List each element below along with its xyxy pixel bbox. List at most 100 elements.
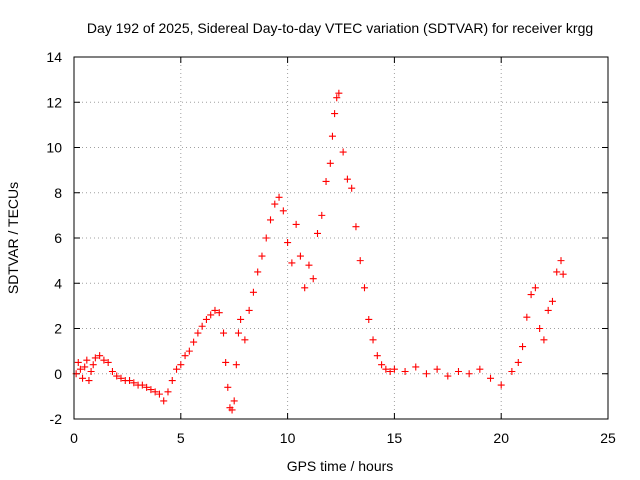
data-point — [373, 352, 381, 360]
data-point — [296, 252, 304, 260]
chart-title: Day 192 of 2025, Sidereal Day-to-day VTE… — [87, 20, 593, 36]
y-tick-label: 2 — [54, 321, 62, 337]
data-point — [151, 388, 159, 396]
data-point — [279, 207, 287, 215]
data-point — [198, 322, 206, 330]
data-point — [190, 338, 198, 346]
data-point — [390, 365, 398, 373]
data-point — [497, 381, 505, 389]
data-point — [194, 329, 202, 337]
y-tick-label: 4 — [54, 275, 62, 291]
data-point — [557, 257, 565, 265]
data-point — [343, 175, 351, 183]
data-point — [100, 356, 108, 364]
data-point — [335, 89, 343, 97]
data-point — [117, 374, 125, 382]
data-point — [352, 223, 360, 231]
data-point — [382, 365, 390, 373]
data-point — [412, 363, 420, 371]
y-axis-label: SDTVAR / TECUs — [5, 182, 21, 294]
data-point — [215, 309, 223, 317]
data-point — [378, 361, 386, 369]
data-point — [91, 354, 99, 362]
data-point — [177, 361, 185, 369]
data-point — [318, 211, 326, 219]
data-point — [540, 336, 548, 344]
data-point — [237, 315, 245, 323]
data-point — [181, 352, 189, 360]
data-point — [138, 381, 146, 389]
data-point — [422, 370, 430, 378]
y-tick-label: -2 — [50, 411, 63, 427]
data-point — [160, 397, 168, 405]
data-point — [536, 325, 544, 332]
data-series — [72, 89, 567, 414]
x-axis-label: GPS time / hours — [287, 458, 394, 474]
data-point — [245, 306, 253, 314]
x-tick-labels: 0 5 10 15 20 25 — [70, 430, 616, 446]
data-point — [292, 220, 300, 228]
data-point — [224, 383, 232, 391]
y-tick-label: 14 — [46, 49, 62, 65]
data-point — [365, 315, 373, 323]
data-point — [164, 388, 172, 396]
data-point — [228, 406, 236, 414]
data-point — [147, 386, 155, 394]
y-tick-label: 0 — [54, 366, 62, 382]
data-point — [126, 377, 134, 385]
data-point — [185, 347, 193, 355]
data-point — [369, 336, 377, 344]
data-point — [275, 193, 283, 201]
data-point — [155, 390, 163, 398]
data-point — [211, 306, 219, 314]
data-point — [326, 159, 334, 167]
data-point — [309, 275, 317, 283]
data-point — [559, 270, 567, 278]
data-point — [89, 361, 97, 369]
data-point — [386, 367, 394, 375]
data-point — [487, 374, 495, 382]
x-tick-label: 0 — [70, 430, 78, 446]
grid — [74, 57, 608, 419]
data-point — [454, 367, 462, 375]
data-point — [519, 343, 527, 351]
data-point — [271, 200, 279, 208]
data-point — [331, 110, 339, 118]
x-tick-label: 5 — [177, 430, 185, 446]
data-point — [168, 377, 176, 385]
data-point — [108, 367, 116, 375]
data-point — [514, 358, 522, 366]
data-point — [143, 383, 151, 391]
data-point — [360, 284, 368, 292]
data-point — [322, 177, 330, 185]
data-point — [74, 358, 82, 366]
data-point — [548, 297, 556, 305]
data-point — [288, 259, 296, 267]
data-point — [207, 311, 215, 319]
data-point — [254, 268, 262, 276]
data-point — [267, 216, 275, 224]
data-point — [202, 315, 210, 323]
y-tick-label: 12 — [46, 94, 62, 110]
data-point — [234, 329, 242, 337]
data-point — [113, 372, 121, 380]
data-point — [301, 284, 309, 292]
data-point — [333, 94, 341, 102]
data-point — [130, 379, 138, 387]
x-tick-label: 20 — [493, 430, 509, 446]
data-point — [284, 239, 292, 247]
data-point — [433, 365, 441, 373]
y-tick-label: 6 — [54, 230, 62, 246]
data-point — [104, 358, 112, 366]
data-point — [348, 184, 356, 192]
data-point — [173, 365, 181, 373]
data-point — [79, 374, 87, 382]
data-point — [356, 257, 364, 265]
data-point — [232, 361, 240, 369]
data-point — [531, 284, 539, 292]
data-point — [508, 367, 516, 375]
data-point — [220, 329, 228, 337]
data-point — [76, 365, 84, 373]
data-point — [96, 352, 104, 360]
